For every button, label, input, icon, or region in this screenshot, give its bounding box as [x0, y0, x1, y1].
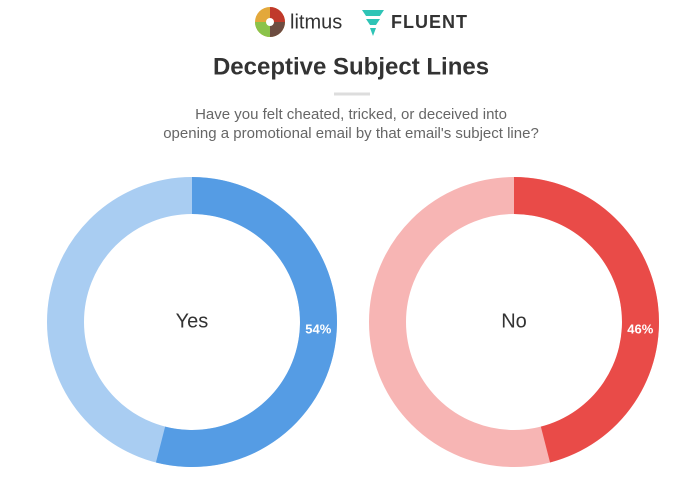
charts: 54% Yes 46% No [47, 177, 659, 467]
litmus-icon-part [270, 22, 285, 37]
brand-name: FLUENT [391, 12, 468, 32]
value-label: 54% [305, 321, 331, 336]
litmus-icon-part [255, 22, 270, 37]
title: Deceptive Subject Lines [213, 53, 489, 80]
litmus-logo: litmus [255, 7, 342, 37]
fluent-logo: FLUENT [362, 10, 468, 36]
litmus-icon-part [270, 7, 285, 22]
fluent-icon [362, 10, 384, 36]
litmus-icon-center [266, 18, 274, 26]
center-label: No [501, 310, 527, 332]
brand-name: litmus [290, 11, 342, 33]
subtitle: opening a promotional email by that emai… [163, 125, 539, 142]
donut-segment [514, 177, 659, 463]
center-label: Yes [176, 310, 209, 332]
subtitle: Have you felt cheated, tricked, or decei… [195, 106, 507, 123]
value-label: 46% [627, 321, 653, 336]
donut-segment [155, 177, 338, 467]
